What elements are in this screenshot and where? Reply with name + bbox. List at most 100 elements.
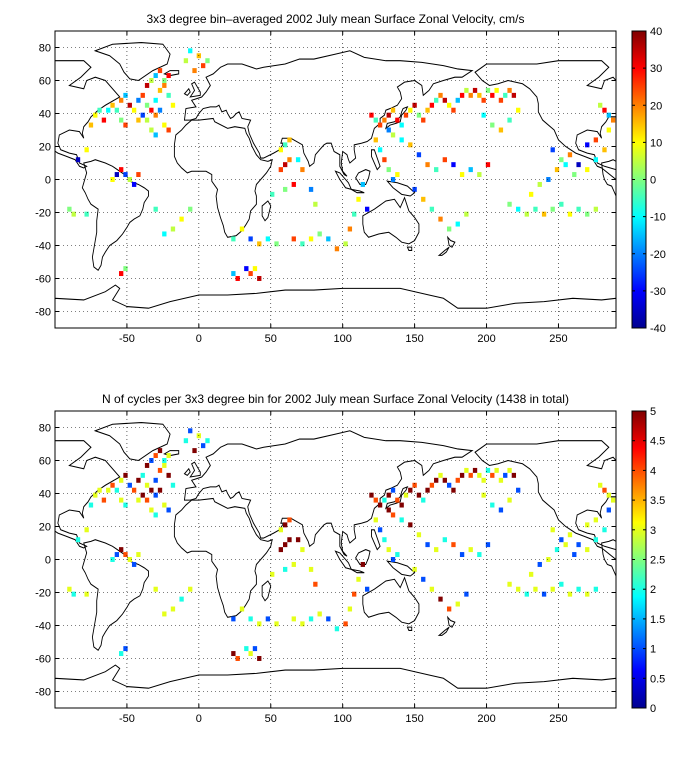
colorbar-tick-label: 0 <box>650 175 656 187</box>
colorbar-tick-label: -10 <box>650 212 666 224</box>
y-tick-label: 40 <box>39 109 51 121</box>
data-cell <box>442 97 447 103</box>
data-cell <box>140 112 145 118</box>
data-cell <box>170 226 176 232</box>
data-cell <box>162 462 167 468</box>
data-cell <box>511 472 517 478</box>
data-cell <box>459 172 465 178</box>
data-cell <box>170 102 176 108</box>
data-cell <box>610 497 616 503</box>
data-cell <box>153 512 158 518</box>
data-cell <box>295 537 301 543</box>
data-cell <box>291 561 296 567</box>
data-cell <box>472 87 478 93</box>
data-cell <box>201 63 206 69</box>
data-cell <box>326 236 331 242</box>
data-cell <box>563 542 568 548</box>
data-cell <box>283 142 288 148</box>
data-cell <box>93 112 98 118</box>
data-cell <box>170 482 176 488</box>
data-cell <box>498 507 504 513</box>
data-cell <box>153 73 158 79</box>
data-cell <box>572 172 577 178</box>
data-cell <box>455 221 460 227</box>
data-cell <box>239 226 245 232</box>
data-cell <box>507 201 512 207</box>
data-cell <box>308 616 314 622</box>
data-cell <box>559 581 564 587</box>
data-cell <box>201 443 206 449</box>
data-cell <box>257 621 262 627</box>
data-cell <box>373 137 378 143</box>
data-cell <box>429 482 435 488</box>
data-cell <box>395 497 400 503</box>
data-cell <box>421 117 426 123</box>
data-cell <box>326 616 331 622</box>
y-tick-label: -60 <box>35 274 51 286</box>
data-cell <box>598 102 603 108</box>
x-tick-label: 100 <box>334 333 352 345</box>
data-cell <box>119 97 124 103</box>
data-cell <box>446 482 452 488</box>
data-cell <box>511 92 517 98</box>
data-cell <box>494 87 499 93</box>
data-cell <box>343 241 348 247</box>
grid <box>55 31 616 328</box>
data-cell <box>550 586 555 592</box>
data-cell <box>123 502 128 508</box>
data-cell <box>464 87 469 93</box>
data-cell <box>546 557 551 562</box>
data-cell <box>153 492 158 498</box>
data-cell <box>166 92 171 98</box>
data-cell <box>347 606 353 612</box>
data-cell <box>408 142 413 148</box>
data-cell <box>554 167 560 173</box>
data-cell <box>382 497 387 503</box>
data-cell <box>157 87 163 93</box>
data-cell <box>270 571 275 577</box>
data-cell <box>434 97 439 103</box>
data-cell <box>477 92 482 98</box>
data-cell <box>162 82 167 88</box>
data-cell <box>114 487 120 493</box>
x-tick-label: 250 <box>549 713 567 725</box>
data-cell <box>477 552 482 558</box>
data-cell <box>136 117 141 123</box>
data-cell <box>399 122 404 128</box>
x-tick-label: 150 <box>405 713 423 725</box>
data-cell <box>606 507 611 513</box>
data-cell <box>567 152 573 158</box>
data-cell <box>93 492 98 498</box>
data-cell <box>464 211 469 217</box>
data-cell <box>567 591 573 597</box>
data-cell <box>485 467 491 473</box>
data-cell <box>149 507 154 513</box>
data-cell <box>162 502 167 508</box>
data-cell <box>563 162 568 168</box>
data-cell <box>153 477 158 483</box>
data-cell <box>537 181 542 187</box>
data-cell <box>477 472 482 478</box>
data-cell <box>390 557 396 562</box>
data-cell <box>88 122 94 128</box>
data-cell <box>481 97 486 103</box>
data-cell <box>459 92 465 98</box>
data-cell <box>231 616 236 622</box>
data-cell <box>140 492 145 498</box>
data-cell <box>278 167 283 173</box>
data-cell <box>205 438 210 444</box>
data-cell <box>593 586 599 592</box>
data-cell <box>179 596 184 602</box>
data-cell <box>485 162 491 168</box>
x-tick-label: 0 <box>196 333 202 345</box>
colorbar-tick-label: 4 <box>650 465 656 477</box>
data-cell <box>425 107 430 113</box>
data-cell <box>382 117 387 123</box>
data-cell <box>291 181 296 187</box>
data-cell <box>123 472 128 478</box>
x-tick-label: 250 <box>549 333 567 345</box>
data-cell <box>317 611 322 617</box>
data-cell <box>468 167 473 173</box>
data-cell <box>490 502 495 508</box>
